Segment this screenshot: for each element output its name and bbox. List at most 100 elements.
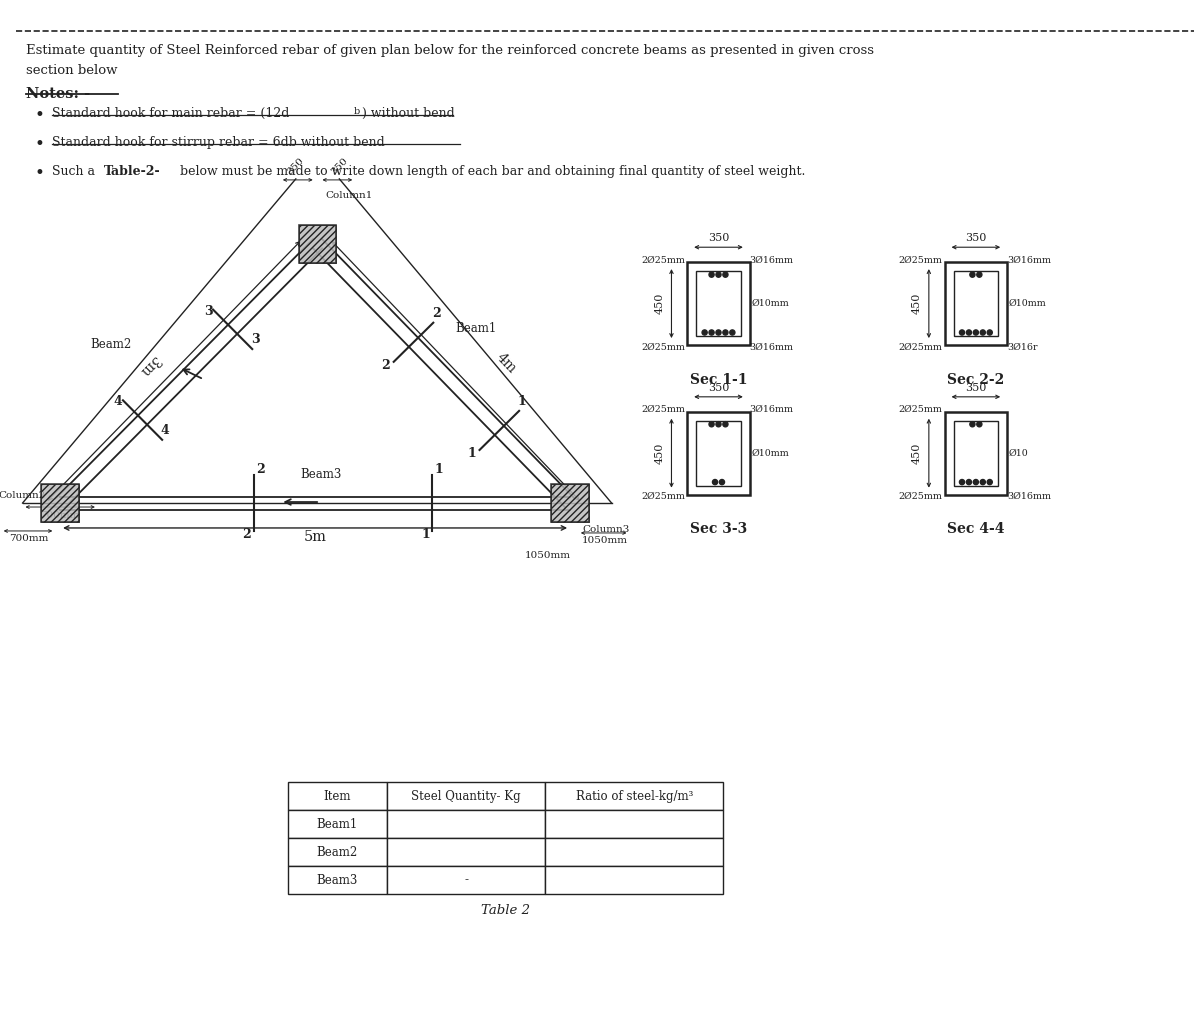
Circle shape (977, 272, 982, 278)
Circle shape (970, 272, 974, 278)
Text: 450: 450 (654, 442, 665, 464)
Circle shape (973, 479, 978, 484)
Text: Table-2-: Table-2- (103, 164, 161, 178)
Text: 3Ø16mm: 3Ø16mm (750, 256, 793, 264)
Circle shape (970, 421, 974, 427)
Text: Estimate quantity of Steel Reinforced rebar of given plan below for the reinforc: Estimate quantity of Steel Reinforced re… (25, 44, 874, 58)
Text: section below: section below (25, 64, 118, 77)
Circle shape (702, 330, 707, 335)
Circle shape (709, 330, 714, 335)
Text: Column1: Column1 (325, 191, 373, 199)
Text: 700mm: 700mm (41, 511, 80, 520)
Polygon shape (696, 271, 740, 336)
Circle shape (722, 272, 728, 278)
Circle shape (966, 330, 972, 335)
Text: Beam1: Beam1 (456, 323, 497, 335)
Text: 2Ø25mm: 2Ø25mm (642, 405, 685, 414)
Text: Sec 1-1: Sec 1-1 (690, 373, 748, 387)
Text: 4m: 4m (493, 351, 518, 376)
Circle shape (960, 479, 965, 484)
Polygon shape (696, 420, 740, 485)
Text: 2: 2 (242, 528, 251, 541)
Polygon shape (944, 412, 1007, 494)
Text: 350: 350 (708, 382, 730, 393)
Circle shape (709, 272, 714, 278)
Text: Ø10mm: Ø10mm (751, 299, 790, 308)
Text: 5m: 5m (304, 529, 326, 544)
Text: •: • (35, 136, 44, 153)
Text: Beam2: Beam2 (90, 338, 131, 352)
Text: 1: 1 (421, 528, 430, 541)
Bar (288, 838, 386, 866)
Circle shape (713, 479, 718, 484)
Text: b: b (354, 107, 360, 116)
Text: 450: 450 (912, 293, 922, 315)
Bar (386, 782, 545, 810)
Circle shape (977, 421, 982, 427)
Text: 700mm: 700mm (8, 534, 48, 543)
Circle shape (973, 330, 978, 335)
Text: 3Ø16mm: 3Ø16mm (750, 342, 793, 352)
Text: Table 2: Table 2 (481, 904, 530, 917)
Text: 3: 3 (251, 333, 259, 346)
Text: •: • (35, 107, 44, 124)
Text: Ø10mm: Ø10mm (1009, 299, 1046, 308)
Text: below must be made to write down length of each bar and obtaining final quantity: below must be made to write down length … (176, 164, 805, 178)
Circle shape (966, 479, 972, 484)
Text: -: - (464, 874, 468, 886)
Circle shape (719, 479, 725, 484)
Bar (545, 838, 724, 866)
Text: Column2: Column2 (0, 490, 46, 500)
Polygon shape (954, 271, 998, 336)
Text: Sec 2-2: Sec 2-2 (947, 373, 1004, 387)
Circle shape (716, 421, 721, 427)
Text: 3Ø16mm: 3Ø16mm (750, 405, 793, 414)
Bar (386, 810, 545, 838)
Text: Such a: Such a (53, 164, 100, 178)
Text: 2Ø25mm: 2Ø25mm (642, 256, 685, 264)
Text: 3Ø16r: 3Ø16r (1007, 342, 1038, 352)
Text: 4: 4 (114, 396, 122, 408)
Text: Beam3: Beam3 (317, 874, 358, 886)
Text: 450: 450 (654, 293, 665, 315)
Circle shape (988, 479, 992, 484)
Polygon shape (944, 262, 1007, 345)
Polygon shape (688, 262, 750, 345)
Text: Ø10mm: Ø10mm (751, 448, 790, 457)
Text: Steel Quantity- Kg: Steel Quantity- Kg (412, 790, 521, 803)
Text: Beam2: Beam2 (317, 846, 358, 858)
Bar (386, 838, 545, 866)
Polygon shape (688, 412, 750, 494)
Text: 2: 2 (432, 306, 440, 320)
Polygon shape (299, 225, 336, 263)
Text: 3m: 3m (137, 354, 162, 378)
Text: 2Ø25mm: 2Ø25mm (642, 342, 685, 352)
Text: Beam3: Beam3 (300, 468, 342, 481)
Circle shape (980, 330, 985, 335)
Text: Column3: Column3 (582, 525, 629, 534)
Text: Beam1: Beam1 (317, 817, 358, 831)
Text: Notes: -: Notes: - (25, 87, 90, 101)
Polygon shape (551, 484, 589, 522)
Circle shape (988, 330, 992, 335)
Bar (288, 810, 386, 838)
Text: Item: Item (324, 790, 352, 803)
Text: 3: 3 (204, 304, 212, 318)
Bar (545, 866, 724, 894)
Text: 1: 1 (467, 447, 476, 460)
Text: Sec 3-3: Sec 3-3 (690, 522, 748, 537)
Circle shape (980, 479, 985, 484)
Text: 350: 350 (329, 155, 349, 176)
Polygon shape (41, 484, 79, 522)
Text: 350: 350 (965, 382, 986, 393)
Text: 350: 350 (708, 233, 730, 244)
Text: 350: 350 (965, 233, 986, 244)
Polygon shape (954, 420, 998, 485)
Text: Ratio of steel-kg/m³: Ratio of steel-kg/m³ (576, 790, 694, 803)
Text: 1050mm: 1050mm (526, 551, 571, 560)
Circle shape (716, 272, 721, 278)
Text: 2Ø25mm: 2Ø25mm (899, 492, 943, 501)
Text: 450: 450 (912, 442, 922, 464)
Bar (545, 782, 724, 810)
Circle shape (730, 330, 734, 335)
